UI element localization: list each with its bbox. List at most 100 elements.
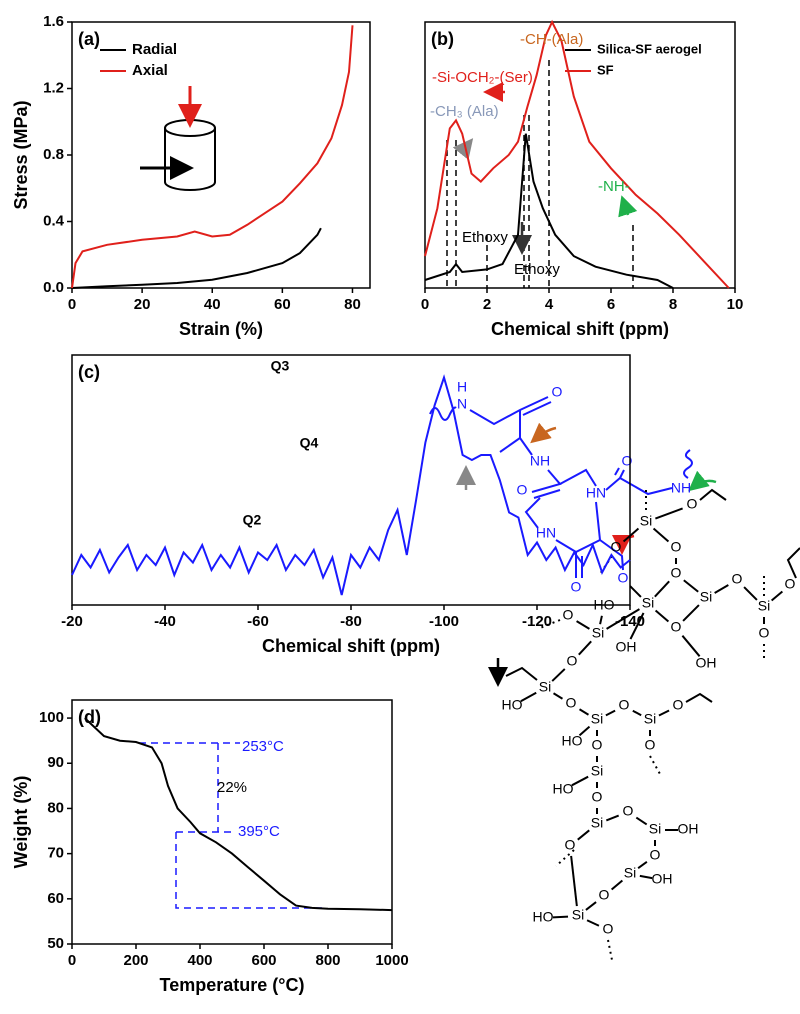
x-axis-title: Temperature (°C) — [160, 975, 305, 995]
atom-label: HO — [533, 909, 554, 925]
data-line — [424, 19, 730, 289]
atom-label: O — [645, 737, 656, 753]
y-tick-label: 1.2 — [43, 79, 64, 96]
x-tick-label: -20 — [61, 613, 83, 630]
atom-label: O — [623, 803, 634, 819]
atom-label: O — [567, 653, 578, 669]
atom-label: N — [457, 396, 467, 412]
plot-frame — [71, 21, 371, 289]
x-tick-label: -40 — [154, 613, 176, 630]
panel-label: (c) — [78, 362, 100, 382]
x-tick-label: 40 — [204, 296, 221, 313]
data-line — [424, 133, 674, 289]
atom-label: HO — [562, 733, 583, 749]
x-tick-label: -80 — [340, 613, 362, 630]
y-tick-label: 0.4 — [43, 212, 65, 229]
atom-label: H — [457, 379, 467, 395]
atom-label: O — [673, 697, 684, 713]
plot-frame — [424, 21, 736, 289]
atom-label: O — [565, 837, 576, 853]
bond — [578, 708, 590, 716]
x-tick-label: 800 — [315, 952, 340, 969]
bond — [635, 816, 648, 826]
bond — [637, 861, 648, 869]
x-tick-label: 0 — [68, 296, 76, 313]
atom-label: Si — [642, 595, 654, 611]
atom-label: O — [619, 697, 630, 713]
bond — [652, 527, 670, 543]
y-tick-label: 0.8 — [43, 146, 64, 163]
legend-label: Silica-SF aerogel — [597, 41, 702, 56]
bond — [578, 725, 591, 737]
x-tick-label: 200 — [123, 952, 148, 969]
atom-label: OH — [652, 871, 673, 887]
tga-guides — [139, 742, 322, 909]
atom-label: Si — [591, 815, 603, 831]
atom-label: Si — [644, 711, 656, 727]
atom-label: Si — [640, 513, 652, 529]
x-tick-label: 400 — [187, 952, 212, 969]
x-axis-title: Strain (%) — [179, 319, 263, 339]
bond — [586, 919, 600, 927]
y-tick-label: 1.6 — [43, 13, 64, 30]
atom-label: Si — [539, 679, 551, 695]
panel-label: (b) — [431, 29, 454, 49]
chart-panel: 0 20 40 60 80 0.0 0.4 0.8 1.2 1.6 Strain (%) Stress… — [11, 13, 371, 339]
x-axis-title: Chemical shift (ppm) — [262, 636, 440, 656]
x-tick-label: -120 — [522, 613, 552, 630]
bond — [681, 635, 701, 657]
atom-label: Si — [758, 598, 770, 614]
bond — [576, 620, 590, 630]
chart-panel: 0 200 400 600 800 1000 50 60 70 80 90 100 Temperatur… — [11, 699, 409, 995]
chart-panel: 0 2 4 6 8 10 Chemical shift (ppm) (b) Silica-SF … — [421, 19, 744, 339]
annotation: -CH-(Ala) — [520, 31, 583, 48]
bond — [552, 915, 569, 919]
panel-label: (d) — [78, 707, 101, 727]
atom-label: NH — [671, 480, 691, 496]
bond — [743, 586, 758, 601]
data-line — [84, 717, 393, 912]
y-axis-title: Weight (%) — [11, 776, 31, 869]
bond — [599, 615, 603, 625]
atom-label: Si — [624, 865, 636, 881]
bond — [682, 604, 700, 622]
y-tick-label: 90 — [47, 754, 64, 771]
x-tick-label: 6 — [607, 296, 615, 313]
annotation: 253°C — [242, 738, 284, 755]
annotation: Q4 — [300, 435, 319, 451]
structure-arrows — [456, 422, 717, 687]
panel-label: (a) — [78, 29, 100, 49]
bond — [683, 579, 699, 593]
annotation: -NH- — [598, 178, 630, 195]
atom-label: O — [517, 482, 528, 498]
legend-label: Axial — [132, 62, 168, 79]
y-tick-label: 80 — [47, 799, 64, 816]
bond — [577, 829, 590, 841]
x-tick-label: 4 — [545, 296, 554, 313]
annotation: -CH₃ (Ala) — [430, 103, 499, 120]
atom-label: OH — [678, 821, 699, 837]
bond — [571, 775, 589, 787]
atom-label: HN — [586, 485, 606, 501]
x-tick-label: 60 — [274, 296, 291, 313]
y-tick-label: 0.0 — [43, 279, 64, 296]
bond — [578, 640, 592, 656]
bond — [632, 709, 642, 717]
bond — [654, 609, 670, 623]
atom-label: Si — [591, 711, 603, 727]
bond — [658, 709, 670, 717]
bond — [520, 691, 537, 703]
atom-label: O — [566, 695, 577, 711]
atom-label: HO — [502, 697, 523, 713]
atom-label: O — [599, 887, 610, 903]
y-tick-label: 70 — [47, 845, 64, 862]
x-tick-label: -140 — [615, 613, 645, 630]
legend-label: Radial — [132, 41, 177, 58]
atom-label: O — [732, 571, 743, 587]
annotation: Q3 — [271, 358, 290, 374]
chart-panel: -20 -40 -60 -80 -100 -120 -140 Chemical shift (… — [61, 354, 645, 656]
x-tick-label: 10 — [727, 296, 744, 313]
x-axis-title: Chemical shift (ppm) — [491, 319, 669, 339]
